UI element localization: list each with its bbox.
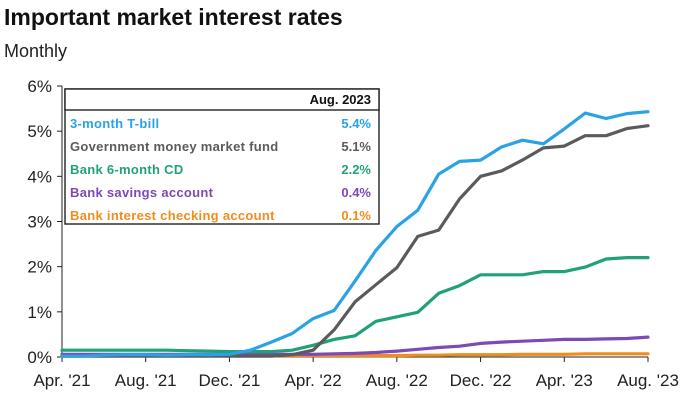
legend-label-3-month-t-bill: 3-month T-bill (70, 116, 159, 131)
y-tick-label: 6% (27, 77, 52, 96)
x-tick-label: Aug. '21 (115, 371, 177, 390)
x-tick-label: Apr. '22 (285, 371, 342, 390)
series-line-bank-6-month-cd (60, 256, 650, 354)
x-tick-label: Aug. '22 (366, 371, 428, 390)
y-tick-label: 5% (27, 122, 52, 141)
y-tick-label: 2% (27, 258, 52, 277)
chart-legend: Aug. 2023 3-month T-bill 5.4% Government mo… (64, 88, 380, 225)
y-tick-label: 0% (27, 348, 52, 367)
legend-value-3-month-t-bill: 5.4% (341, 116, 371, 131)
legend-value-bank-interest-checking-account: 0.1% (341, 208, 371, 223)
series-lines (60, 110, 650, 358)
legend-label-bank-savings-account: Bank savings account (70, 185, 214, 200)
x-tick-label: Aug. '23 (617, 371, 679, 390)
x-tick-label: Dec. '22 (450, 371, 512, 390)
chart-title: Important market interest rates (4, 4, 343, 30)
legend-value-bank-savings-account: 0.4% (341, 185, 371, 200)
series-line-3-month-t-bill (60, 110, 650, 358)
x-tick-label: Apr. '21 (33, 371, 90, 390)
legend-label-government-money-market-fund: Government money market fund (70, 139, 279, 154)
legend-label-bank-6-month-cd: Bank 6-month CD (70, 162, 184, 177)
x-tick-label: Dec. '21 (199, 371, 261, 390)
legend-value-government-money-market-fund: 5.1% (341, 139, 371, 154)
y-tick-label: 3% (27, 213, 52, 232)
x-tick-label: Apr. '23 (536, 371, 593, 390)
chart-subtitle: Monthly (4, 41, 68, 61)
legend-box (64, 88, 380, 225)
legend-value-bank-6-month-cd: 2.2% (341, 162, 371, 177)
legend-header: Aug. 2023 (310, 92, 371, 107)
legend-label-bank-interest-checking-account: Bank interest checking account (70, 208, 275, 223)
legend-header-box (64, 88, 380, 111)
y-tick-label: 4% (27, 167, 52, 186)
y-tick-label: 1% (27, 303, 52, 322)
